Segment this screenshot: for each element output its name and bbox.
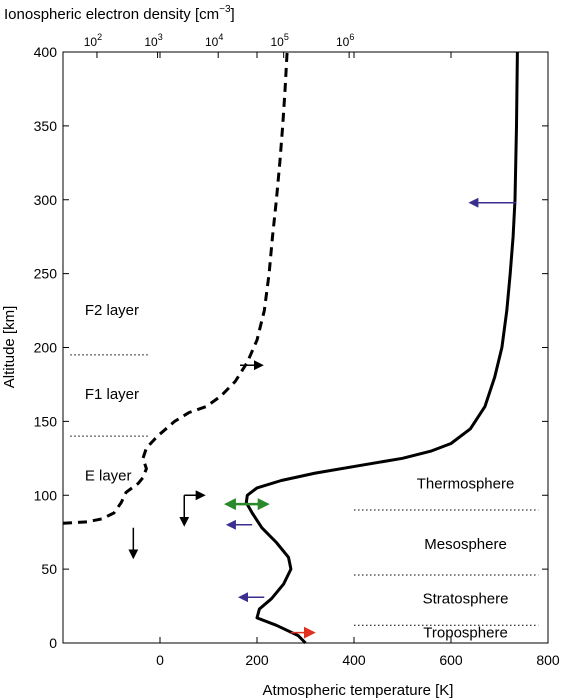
top-axis-title-close: ] bbox=[231, 6, 235, 23]
y-tick-label: 150 bbox=[34, 413, 58, 429]
top-tick-base: 10 bbox=[144, 35, 158, 49]
top-tick-label: 104 bbox=[205, 32, 223, 49]
y-tick-label: 400 bbox=[34, 44, 58, 60]
y-tick-label: 350 bbox=[34, 118, 58, 134]
x-tick-label: 0 bbox=[156, 652, 164, 668]
top-tick-base: 10 bbox=[84, 35, 98, 49]
top-axis-title-exp: −3 bbox=[219, 4, 231, 15]
top-axis-title: Ionospheric electron density [cm−3] bbox=[4, 4, 235, 23]
top-axis-title-main: Ionospheric electron density [cm bbox=[4, 6, 219, 23]
top-tick-exponent: 6 bbox=[349, 32, 354, 42]
y-tick-label: 300 bbox=[34, 192, 58, 208]
region-label: Thermosphere bbox=[417, 475, 515, 492]
x-tick-label: 800 bbox=[536, 652, 560, 668]
top-tick-base: 10 bbox=[205, 35, 219, 49]
y-tick-label: 0 bbox=[49, 635, 57, 651]
y-tick-label: 200 bbox=[34, 340, 58, 356]
top-tick-label: 106 bbox=[336, 32, 354, 49]
y-tick-label: 250 bbox=[34, 266, 58, 282]
top-tick-base: 10 bbox=[336, 35, 350, 49]
plot-area: 0 200 400 600 800050100150200250300350400102… bbox=[34, 32, 560, 668]
top-tick-label: 103 bbox=[144, 32, 162, 49]
x-tick-label: 200 bbox=[245, 652, 269, 668]
top-tick-label: 105 bbox=[270, 32, 288, 49]
top-tick-label: 102 bbox=[84, 32, 102, 49]
layer-label: E layer bbox=[85, 467, 132, 484]
plot-frame bbox=[62, 51, 549, 644]
y-axis-title: Altitude [km] bbox=[1, 306, 18, 389]
x-tick-label: 600 bbox=[439, 652, 463, 668]
temperature-line bbox=[244, 51, 519, 645]
x-tick-label: 400 bbox=[342, 652, 366, 668]
region-label: Troposphere bbox=[423, 625, 508, 642]
electron-density-line bbox=[62, 51, 289, 525]
y-tick-label: 100 bbox=[34, 487, 58, 503]
top-tick-exponent: 2 bbox=[97, 32, 102, 42]
top-tick-exponent: 5 bbox=[284, 32, 289, 42]
region-label: Stratosphere bbox=[423, 591, 509, 608]
y-tick-label: 50 bbox=[41, 561, 57, 577]
top-tick-exponent: 3 bbox=[158, 32, 163, 42]
top-tick-exponent: 4 bbox=[218, 32, 223, 42]
layer-label: F1 layer bbox=[85, 386, 139, 403]
layer-label: F2 layer bbox=[85, 302, 139, 319]
top-tick-base: 10 bbox=[270, 35, 284, 49]
x-axis-title: Atmospheric temperature [K] bbox=[263, 682, 454, 699]
region-label: Mesosphere bbox=[424, 536, 507, 553]
